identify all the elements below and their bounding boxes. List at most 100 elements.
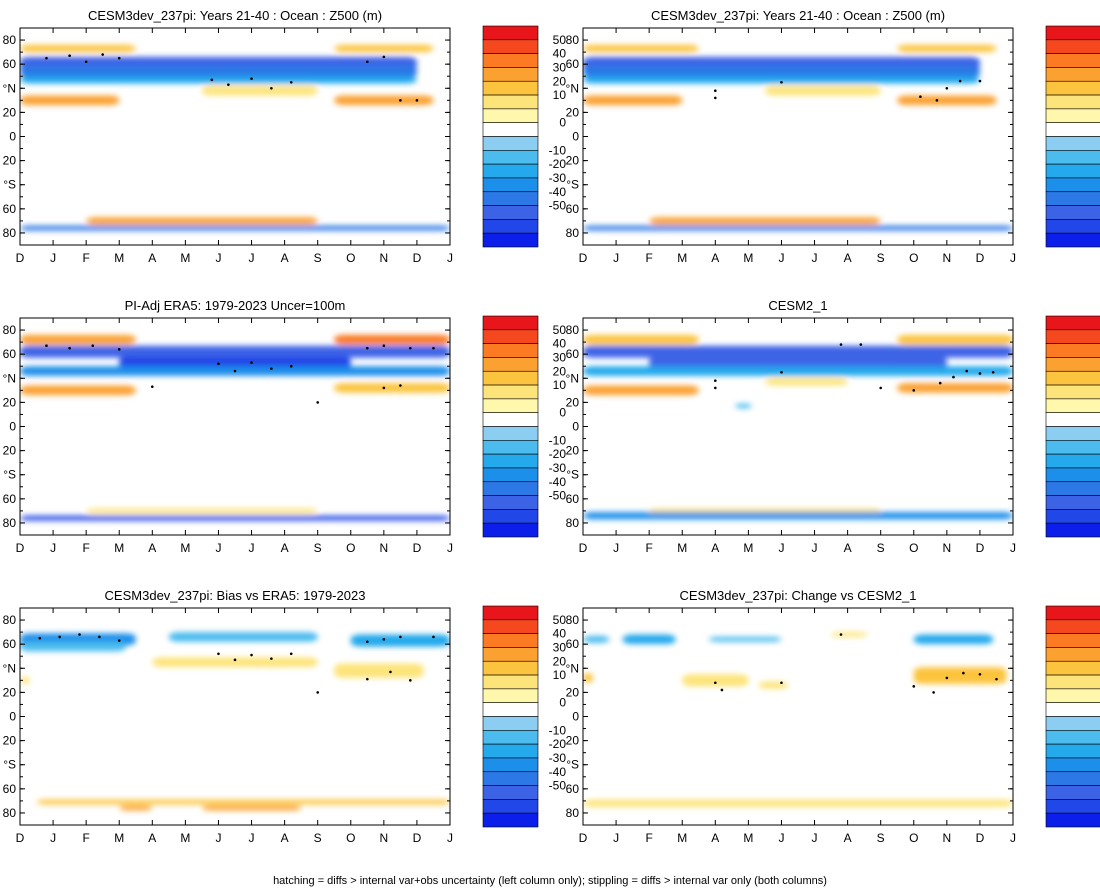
colorbar-swatch — [482, 370, 539, 386]
stipple-dot — [101, 53, 104, 56]
panel-title: CESM3dev_237pi: Change vs CESM2_1 — [679, 588, 916, 603]
x-tick-label: J — [447, 541, 453, 555]
stipple-dot — [382, 55, 386, 59]
stipple-dot — [98, 635, 101, 639]
stipple-dot — [250, 77, 253, 80]
x-tick-label: M — [180, 251, 190, 265]
colorbar-swatch — [482, 522, 539, 538]
x-tick-label: A — [844, 251, 852, 265]
x-tick-label: M — [677, 831, 687, 845]
colorbar-swatch — [482, 398, 539, 413]
colorbar-swatch — [1045, 674, 1100, 690]
stipple-dot — [932, 691, 935, 694]
colorbar-swatch — [1045, 412, 1100, 427]
colorbar-swatch — [1045, 509, 1100, 524]
colorbar-swatch — [1045, 398, 1100, 413]
contour-field — [20, 632, 450, 811]
x-tick-label: N — [380, 541, 389, 555]
stipple-dot — [227, 83, 230, 86]
x-tick-label: J — [50, 251, 56, 265]
colorbar-swatch — [1045, 743, 1100, 759]
stipple-dot — [995, 677, 998, 681]
stipple-dot — [978, 372, 982, 375]
contour-band — [334, 383, 450, 393]
y-tick-label: 80 — [3, 613, 17, 627]
colorbar-swatch — [482, 688, 539, 703]
colorbar-label: 50 — [553, 323, 567, 337]
stipple-dot — [366, 640, 369, 644]
contour-band — [20, 95, 120, 106]
colorbar-swatch — [482, 150, 539, 165]
stipple-dot — [289, 652, 293, 656]
colorbar-swatch — [1045, 343, 1100, 358]
stipple-dot — [714, 89, 717, 92]
colorbar-label: 40 — [553, 627, 567, 641]
y-tick-label: 80 — [3, 33, 17, 47]
x-tick-label: O — [909, 541, 918, 555]
contour-band — [583, 635, 610, 643]
colorbar-label: 0 — [559, 696, 566, 710]
y-tick-label: 60 — [566, 637, 580, 651]
colorbar-swatch — [1045, 80, 1100, 96]
contour-band — [583, 512, 1013, 520]
colorbar-swatch — [482, 232, 539, 248]
stipple-dot — [38, 636, 42, 640]
colorbar-swatch — [482, 605, 539, 621]
x-tick-label: F — [645, 831, 652, 845]
stipple-dot — [382, 386, 386, 390]
contour-band — [350, 634, 450, 647]
colorbar-swatch — [482, 80, 539, 96]
y-tick-label: 60 — [566, 202, 580, 216]
x-tick-label: D — [579, 831, 588, 845]
y-tick-label: 80 — [3, 323, 17, 337]
x-tick-label: O — [909, 831, 918, 845]
stipple-dot — [366, 60, 369, 64]
colorbar-label: -10 — [549, 433, 567, 447]
colorbar-swatch — [482, 743, 539, 759]
y-tick-label: 80 — [3, 806, 17, 820]
contour-band — [583, 385, 699, 396]
colorbar-swatch — [1045, 702, 1100, 717]
colorbar-swatch — [482, 205, 539, 220]
colorbar-swatch — [1045, 94, 1100, 110]
x-tick-label: J — [1010, 831, 1016, 845]
colorbar-swatch — [482, 453, 539, 469]
stipple-dot — [409, 346, 412, 350]
panel-title: CESM2_1 — [768, 298, 827, 313]
stipple-dot — [978, 79, 982, 83]
y-tick-label: 20 — [3, 105, 17, 119]
stipple-dot — [366, 677, 369, 681]
x-tick-label: J — [215, 831, 221, 845]
x-tick-label: M — [677, 541, 687, 555]
x-tick-label: D — [413, 251, 422, 265]
x-tick-label: A — [711, 541, 719, 555]
colorbar-swatch — [482, 315, 539, 331]
stipple-dot — [714, 379, 717, 382]
x-tick-label: A — [844, 541, 852, 555]
stipple-dot — [68, 346, 71, 350]
y-tick-label: 60 — [3, 347, 17, 361]
colorbar-swatch — [482, 25, 539, 41]
x-tick-label: S — [314, 541, 322, 555]
colorbar-label: -10 — [549, 143, 567, 157]
colorbar-swatch — [1045, 716, 1100, 731]
x-tick-label: J — [812, 831, 818, 845]
x-tick-label: J — [613, 251, 619, 265]
stipple-dot — [45, 56, 48, 60]
contour-band — [201, 85, 318, 96]
colorbar-swatch — [1045, 329, 1100, 344]
contour-band — [583, 44, 699, 53]
x-tick-label: O — [346, 251, 355, 265]
contour-band — [20, 641, 126, 652]
x-tick-label: M — [743, 831, 753, 845]
colorbar-swatch — [1045, 633, 1100, 648]
y-tick-label: 80 — [566, 806, 580, 820]
x-tick-label: J — [778, 251, 784, 265]
contour-field — [583, 632, 1013, 807]
colorbar-swatch — [482, 39, 539, 54]
y-tick-label: 20 — [3, 685, 17, 699]
colorbar-swatch — [482, 771, 539, 786]
x-tick-label: A — [281, 541, 289, 555]
contour-band — [86, 217, 318, 225]
